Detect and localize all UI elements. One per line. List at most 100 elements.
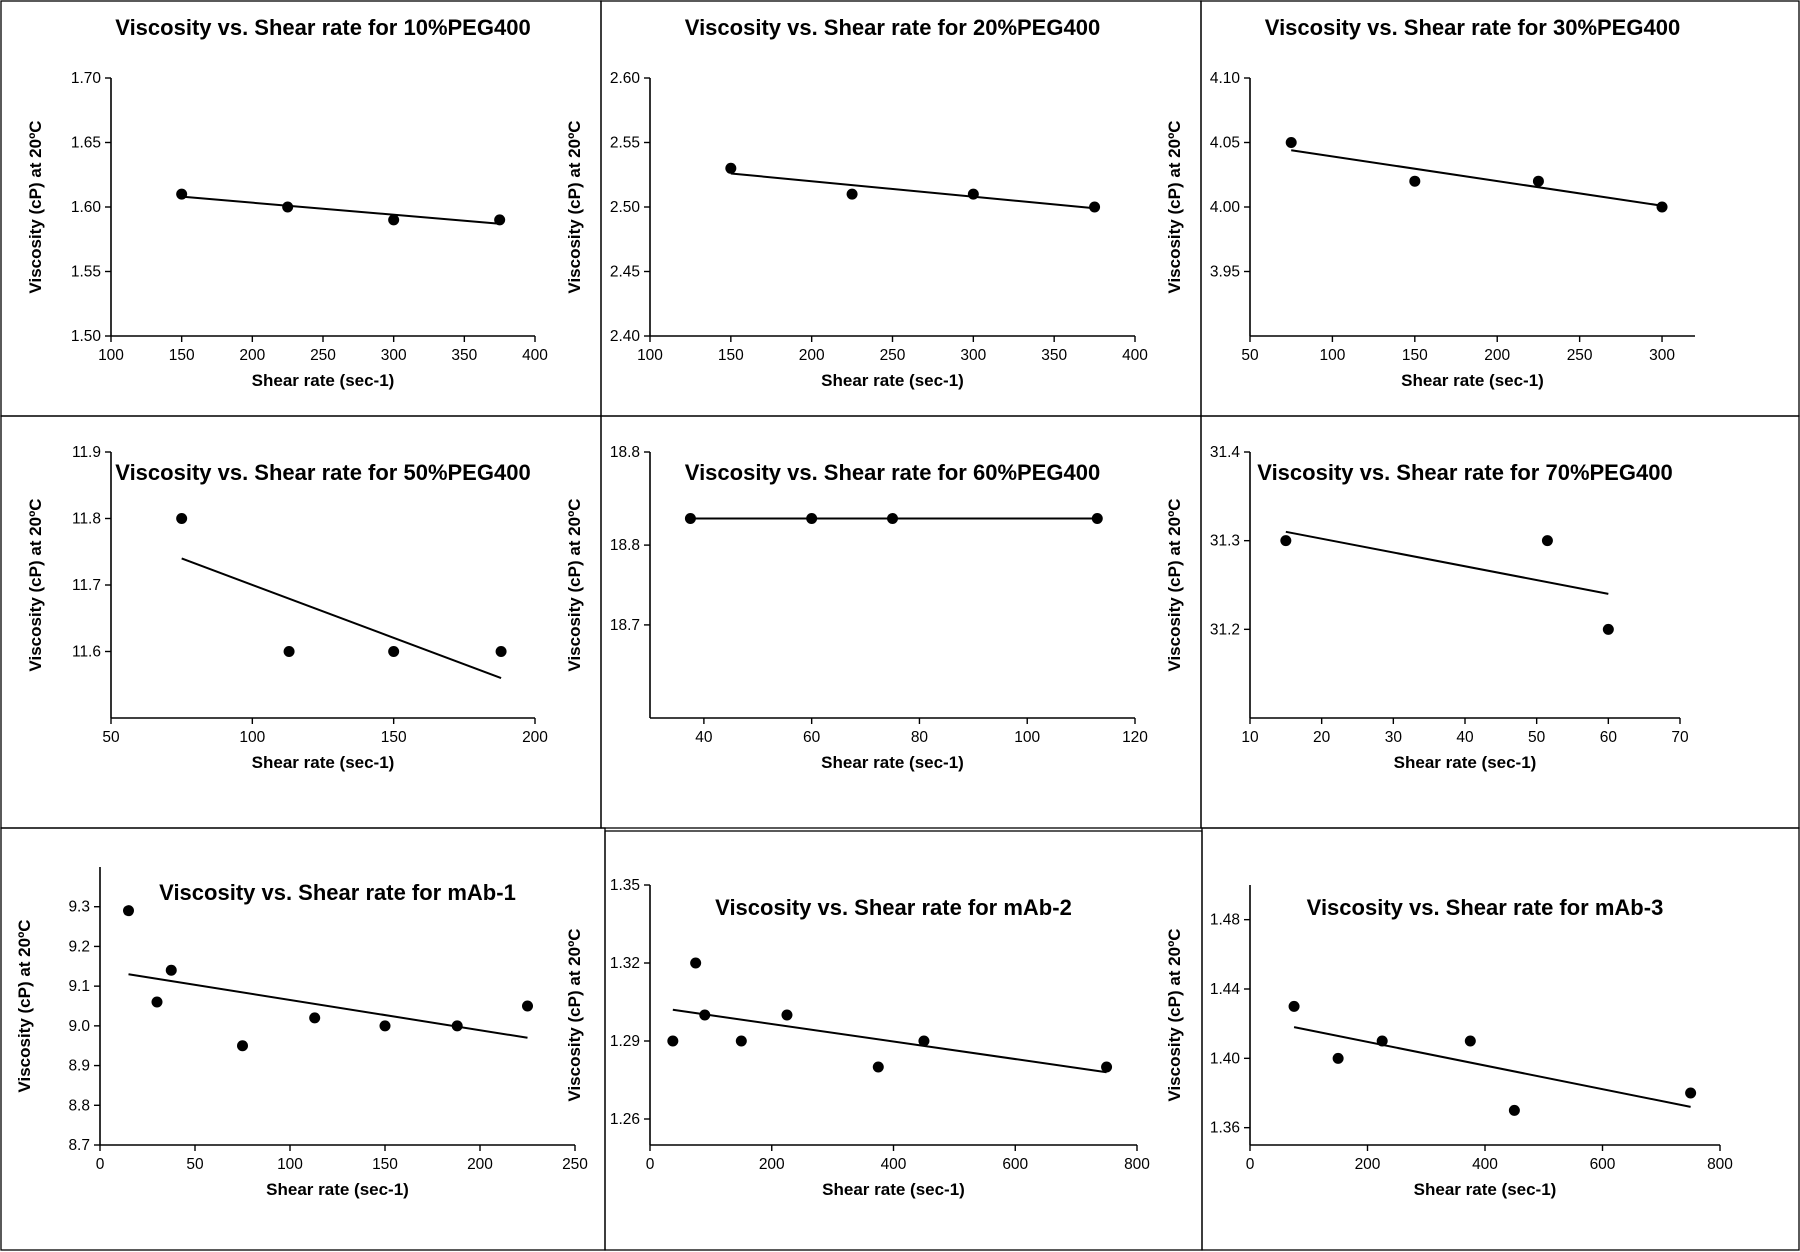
y-tick-label: 1.55 [71,264,101,281]
y-tick-label: 11.8 [72,511,101,528]
x-tick-label: 20 [1313,729,1331,746]
x-tick-label: 120 [1122,729,1148,746]
y-tick-label: 2.45 [610,264,640,281]
y-tick-label: 2.60 [610,70,641,87]
x-axis-label: Shear rate (sec-1) [252,753,395,772]
chart-title: Viscosity vs. Shear rate for 30%PEG400 [1265,15,1680,40]
x-tick-label: 0 [96,1156,105,1173]
data-point [123,905,134,917]
x-tick-label: 350 [451,347,477,364]
x-tick-label: 40 [1456,729,1474,746]
x-axis-label: Shear rate (sec-1) [252,371,395,390]
y-axis-label: Viscosity (cP) at 20ºC [1165,928,1184,1101]
chart-panel-5: Viscosity vs. Shear rate for 60%PEG400 40… [565,415,1202,829]
data-point [1409,175,1421,187]
x-tick-label: 100 [1319,347,1345,364]
data-point [1541,535,1553,547]
y-axis-label: Viscosity (cP) at 20ºC [26,498,45,671]
fit-line [1293,1026,1691,1108]
x-tick-label: 50 [186,1156,204,1173]
x-tick-label: 60 [1600,729,1618,746]
y-axis-label: Viscosity (cP) at 20ºC [565,498,584,671]
y-axis-label: Viscosity (cP) at 20ºC [565,120,584,293]
data-point [1656,201,1668,213]
data-point [1332,1052,1344,1064]
y-tick-label: 1.40 [1210,1050,1241,1067]
chart-title: Viscosity vs. Shear rate for 70%PEG400 [1257,460,1672,485]
y-tick-label: 18.8 [610,537,640,554]
x-tick-label: 150 [169,347,195,364]
y-tick-label: 1.50 [71,328,102,345]
x-tick-label: 300 [381,347,407,364]
chart-title: Viscosity vs. Shear rate for mAb-3 [1307,895,1664,920]
data-point [887,513,898,524]
y-tick-label: 1.70 [71,70,102,87]
x-tick-label: 100 [98,347,124,364]
data-point [1091,513,1103,524]
data-point [495,646,507,657]
x-tick-label: 80 [911,729,929,746]
data-point [388,646,400,657]
x-tick-label: 150 [718,347,744,364]
fit-line [1285,530,1609,595]
y-tick-label: 1.35 [610,877,640,894]
y-axis-label: Viscosity (cP) at 20ºC [15,919,34,1092]
x-tick-label: 800 [1124,1156,1150,1173]
x-tick-label: 250 [310,347,336,364]
x-tick-label: 600 [1002,1156,1028,1173]
x-tick-label: 200 [799,347,825,364]
y-tick-label: 9.2 [68,938,90,955]
y-tick-label: 1.29 [610,1033,640,1050]
x-tick-label: 800 [1707,1156,1733,1173]
x-tick-label: 150 [1402,347,1428,364]
data-point [1089,201,1101,213]
y-tick-label: 9.0 [68,1018,90,1035]
data-point [806,513,818,524]
x-tick-label: 50 [1528,729,1546,746]
chart-title: Viscosity vs. Shear rate for 20%PEG400 [685,15,1100,40]
data-point [1285,137,1297,148]
data-point [684,513,696,524]
x-tick-label: 300 [960,347,986,364]
y-tick-label: 18.7 [610,617,640,634]
data-point [735,1035,747,1047]
data-point [690,957,702,969]
y-tick-label: 11.9 [72,444,101,461]
data-point [725,162,737,174]
x-tick-label: 150 [381,729,407,746]
y-tick-label: 1.48 [1210,912,1240,929]
y-tick-label: 9.1 [68,978,90,995]
data-point [1464,1035,1476,1047]
x-tick-label: 200 [759,1156,785,1173]
y-tick-label: 1.32 [610,955,640,972]
fit-line [1291,149,1663,207]
x-axis-label: Shear rate (sec-1) [1394,753,1537,772]
x-tick-label: 200 [467,1156,493,1173]
data-point [1101,1061,1113,1073]
y-axis-label: Viscosity (cP) at 20ºC [565,928,584,1101]
data-point [1508,1104,1520,1116]
y-tick-label: 31.2 [1210,621,1240,638]
chart-panel-6: Viscosity vs. Shear rate for 70%PEG400 10… [1165,415,1800,829]
x-tick-label: 100 [239,729,265,746]
x-tick-label: 200 [1484,347,1510,364]
x-tick-label: 60 [803,729,821,746]
data-point [667,1035,679,1047]
x-tick-label: 40 [695,729,713,746]
fit-line [672,1008,1107,1074]
data-point [781,1009,793,1021]
data-point [967,188,979,200]
data-point [699,1009,711,1021]
y-tick-label: 8.8 [68,1097,90,1114]
data-point [522,1000,533,1012]
x-tick-label: 100 [637,347,663,364]
panel-frame [1201,827,1800,1251]
data-point [282,201,294,213]
x-tick-label: 0 [1246,1156,1255,1173]
x-tick-label: 250 [562,1156,588,1173]
x-axis-label: Shear rate (sec-1) [822,1180,965,1199]
chart-title: Viscosity vs. Shear rate for 50%PEG400 [115,460,530,485]
y-tick-label: 11.6 [72,644,101,661]
data-point [283,646,295,657]
